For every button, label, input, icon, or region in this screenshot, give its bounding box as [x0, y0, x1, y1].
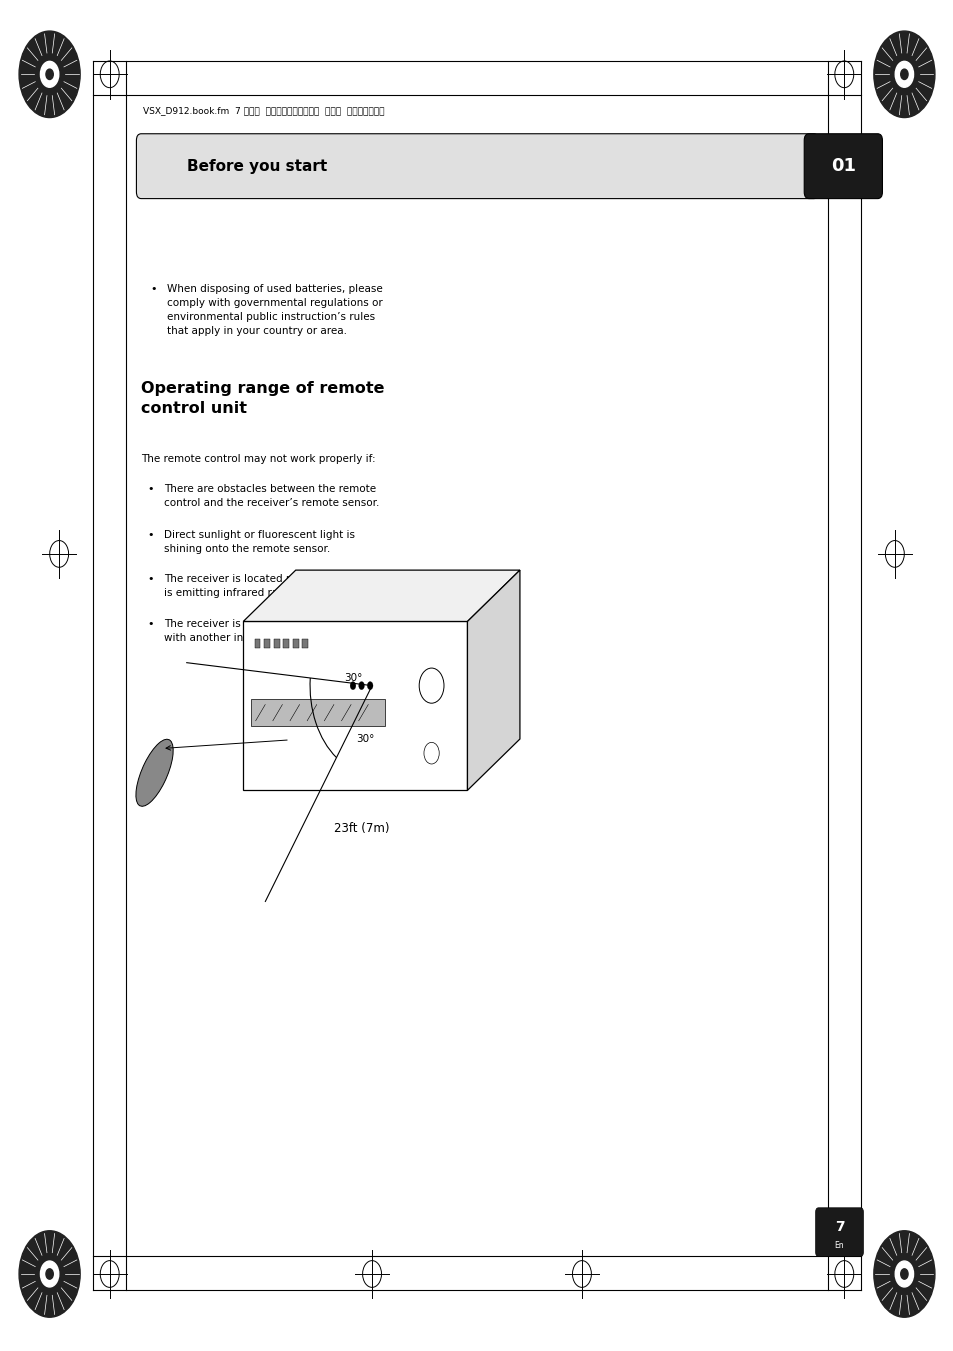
Polygon shape	[243, 570, 519, 621]
Circle shape	[350, 682, 355, 690]
Bar	[264, 639, 270, 648]
Text: 7: 7	[834, 1220, 843, 1233]
Circle shape	[894, 61, 913, 88]
Circle shape	[900, 69, 907, 80]
Circle shape	[367, 682, 373, 690]
Text: •: •	[148, 530, 154, 539]
Circle shape	[40, 61, 59, 88]
Bar	[274, 639, 279, 648]
Bar	[302, 639, 308, 648]
Bar	[251, 700, 385, 727]
Text: The remote control may not work properly if:: The remote control may not work properly…	[141, 454, 375, 463]
Circle shape	[19, 1231, 80, 1317]
Polygon shape	[467, 570, 519, 790]
Text: •: •	[151, 284, 157, 293]
Text: •: •	[148, 574, 154, 584]
Text: 01: 01	[830, 157, 855, 176]
Circle shape	[418, 669, 443, 704]
Text: 30°: 30°	[344, 673, 362, 684]
Circle shape	[40, 1260, 59, 1288]
Text: 23ft (7m): 23ft (7m)	[334, 823, 390, 835]
Text: Before you start: Before you start	[187, 158, 328, 174]
Text: The receiver is operated simultaneously
with another infrared remote control uni: The receiver is operated simultaneously …	[164, 619, 382, 643]
Text: There are obstacles between the remote
control and the receiver’s remote sensor.: There are obstacles between the remote c…	[164, 484, 379, 508]
Text: The receiver is located near a device that
is emitting infrared rays.: The receiver is located near a device th…	[164, 574, 381, 598]
Text: •: •	[148, 619, 154, 628]
FancyBboxPatch shape	[803, 134, 882, 199]
Bar	[283, 639, 289, 648]
Circle shape	[873, 1231, 934, 1317]
Text: •: •	[148, 484, 154, 493]
Text: 30°: 30°	[355, 734, 374, 744]
Circle shape	[19, 31, 80, 118]
Bar	[254, 639, 260, 648]
Text: When disposing of used batteries, please
comply with governmental regulations or: When disposing of used batteries, please…	[167, 284, 382, 335]
Text: VSX_D912.book.fm  7 ページ  ２００３年１２月５日  金曜日  午前９時４３分: VSX_D912.book.fm 7 ページ ２００３年１２月５日 金曜日 午前…	[143, 107, 384, 115]
Circle shape	[873, 31, 934, 118]
Circle shape	[423, 743, 438, 765]
Text: Operating range of remote
control unit: Operating range of remote control unit	[141, 381, 384, 416]
Circle shape	[900, 1269, 907, 1279]
Text: En: En	[834, 1242, 843, 1250]
FancyBboxPatch shape	[136, 134, 818, 199]
Polygon shape	[243, 621, 467, 790]
Circle shape	[894, 1260, 913, 1288]
Text: Direct sunlight or fluorescent light is
shining onto the remote sensor.: Direct sunlight or fluorescent light is …	[164, 530, 355, 554]
Circle shape	[358, 682, 364, 690]
FancyBboxPatch shape	[815, 1208, 862, 1256]
Bar	[293, 639, 298, 648]
Circle shape	[46, 1269, 53, 1279]
Ellipse shape	[135, 739, 173, 807]
Circle shape	[46, 69, 53, 80]
